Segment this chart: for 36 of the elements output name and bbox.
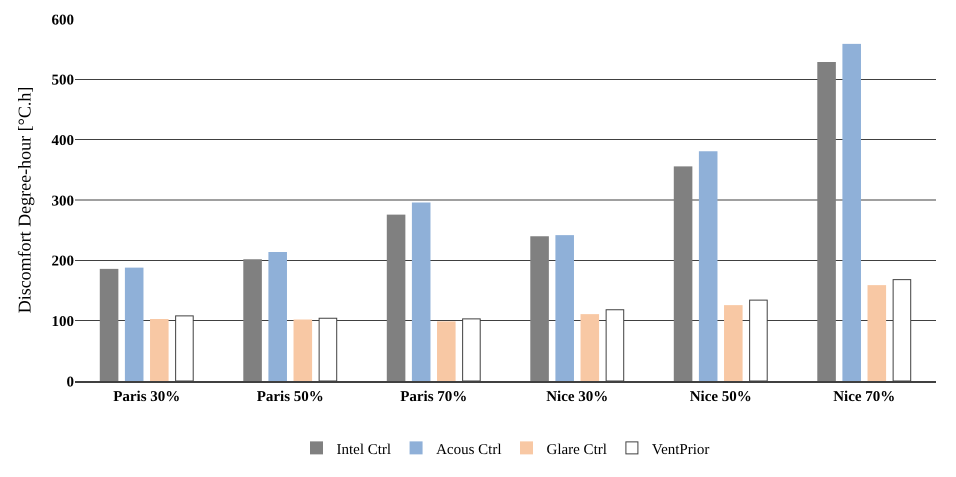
y-tick-label: 300 [52,193,74,210]
y-tick-label: 100 [52,314,74,330]
bar [243,259,262,381]
bar [437,321,456,381]
bar [724,305,743,381]
bar [268,252,287,381]
bar [674,166,692,381]
bar [530,236,549,381]
legend-label: Glare Ctrl [546,442,607,458]
legend-label: Intel Ctrl [336,442,392,458]
y-tick-label: 600 [52,12,74,28]
bar [294,320,312,381]
x-tick-label: Nice 30% [546,388,608,405]
bar [150,318,169,381]
y-tick-label: 200 [52,254,74,270]
bar [386,214,406,381]
y-axis-title: Discomfort Degree-hour [°C.h] [14,86,35,314]
x-tick-label: Paris 50% [256,388,324,405]
bar [124,268,144,381]
y-tick-label: 400 [52,132,74,149]
y-tick-label: 0 [66,374,74,390]
bar [555,235,574,381]
y-tick-label: 500 [52,72,74,89]
bar [100,268,118,381]
x-tick-label: Nice 50% [690,388,752,405]
bar [842,44,861,381]
legend-label: Acous Ctrl [436,442,502,458]
x-tick-label: Paris 70% [400,388,468,405]
bar [698,151,718,381]
bar [817,62,836,381]
legend-label: VentPrior [652,442,710,458]
bar [868,285,886,381]
x-tick-label: Nice 70% [833,388,896,405]
bar [580,314,600,381]
x-tick-label: Paris 30% [113,388,180,405]
bar [412,202,430,381]
